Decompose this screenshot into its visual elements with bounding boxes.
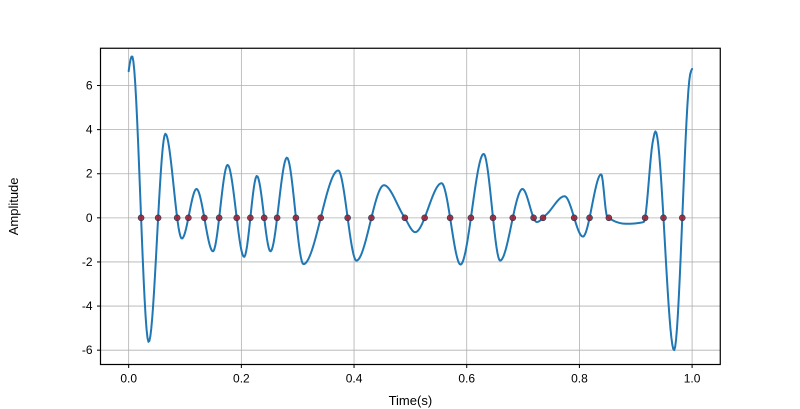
svg-text:Amplitude: Amplitude: [6, 177, 21, 235]
svg-text:0.2: 0.2: [233, 372, 250, 386]
svg-text:2: 2: [86, 167, 93, 181]
svg-text:Time(s): Time(s): [389, 393, 433, 408]
svg-text:6: 6: [86, 79, 93, 93]
svg-text:0: 0: [86, 211, 93, 225]
svg-text:-4: -4: [82, 299, 93, 313]
svg-text:0.4: 0.4: [346, 372, 363, 386]
svg-text:-6: -6: [82, 343, 93, 357]
svg-text:-2: -2: [82, 255, 93, 269]
svg-text:0.8: 0.8: [571, 372, 588, 386]
svg-text:4: 4: [86, 123, 93, 137]
svg-text:1.0: 1.0: [684, 372, 701, 386]
svg-text:0.6: 0.6: [458, 372, 475, 386]
svg-text:0.0: 0.0: [120, 372, 137, 386]
